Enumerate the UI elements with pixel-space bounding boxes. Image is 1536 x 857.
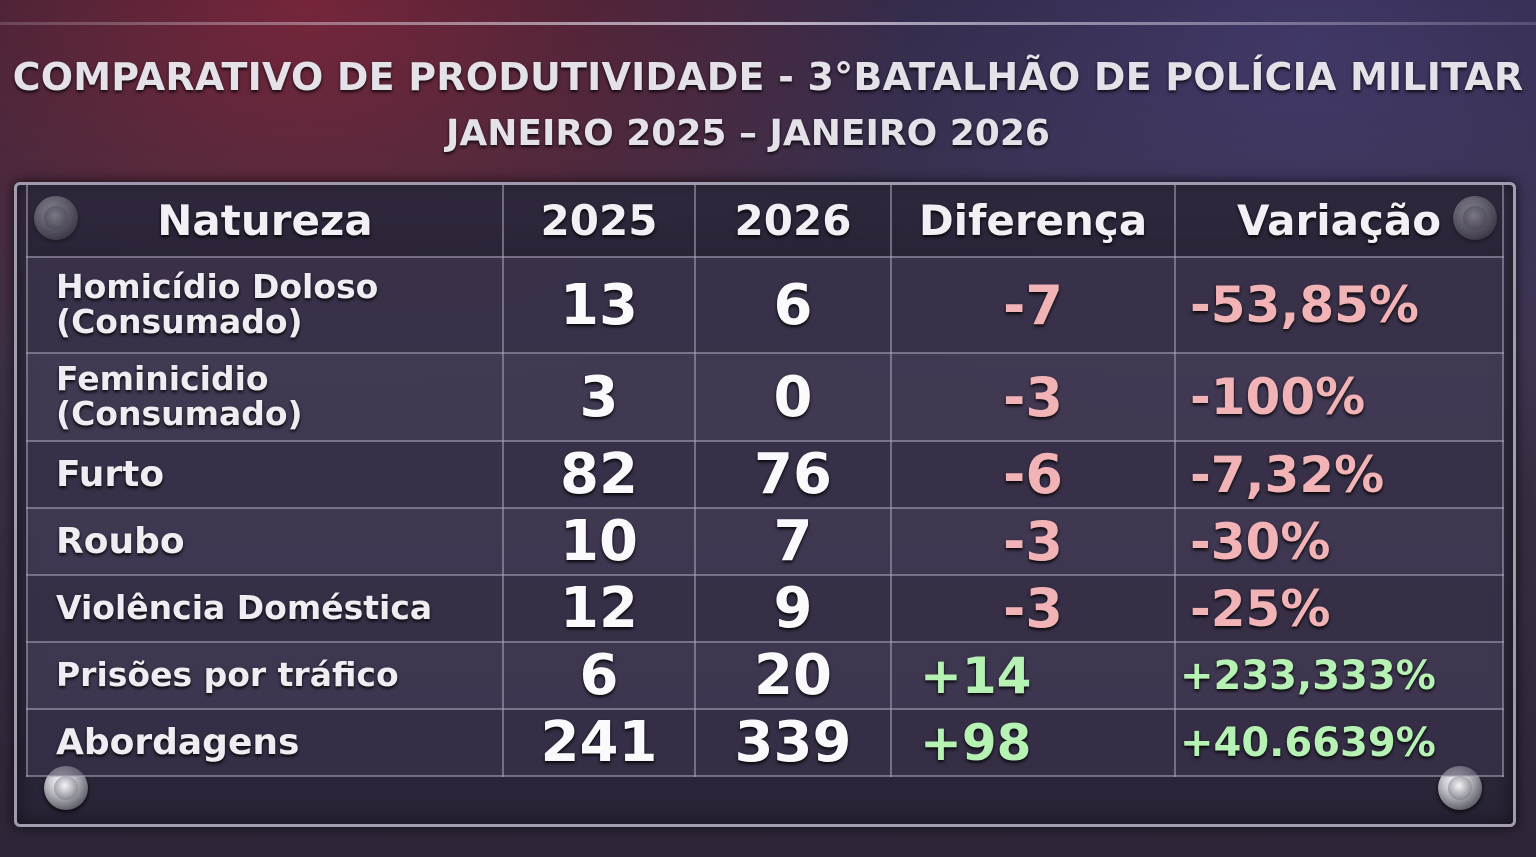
value-2025-cell: 13 xyxy=(502,256,696,354)
header-2026: 2026 xyxy=(694,185,892,258)
table-header-row: Natureza 2025 2026 Diferença Variação xyxy=(26,185,1504,258)
value-2026-cell: 0 xyxy=(694,352,892,442)
top-divider-line xyxy=(0,22,1536,25)
natureza-cell: Roubo xyxy=(26,507,504,576)
diferenca-cell: +98 xyxy=(890,708,1176,777)
page-subtitle: JANEIRO 2025 – JANEIRO 2026 xyxy=(446,113,1050,154)
diferenca-cell: -3 xyxy=(890,507,1176,576)
table-row: Feminicidio (Consumado) 3 0 -3 -100% xyxy=(26,352,1504,442)
table-row: Violência Doméstica 12 9 -3 -25% xyxy=(26,574,1504,643)
value-2026-cell: 339 xyxy=(694,708,892,777)
diferenca-cell: -6 xyxy=(890,440,1176,509)
natureza-cell: Abordagens xyxy=(26,708,504,777)
header-2025: 2025 xyxy=(502,185,696,258)
variacao-cell: +40.6639% xyxy=(1174,708,1504,777)
variacao-cell: -25% xyxy=(1174,574,1504,643)
header-diferenca: Diferença xyxy=(890,185,1176,258)
page-title: COMPARATIVO DE PRODUTIVIDADE - 3°BATALHÃ… xyxy=(12,55,1524,99)
variacao-cell: -30% xyxy=(1174,507,1504,576)
natureza-cell: Violência Doméstica xyxy=(26,574,504,643)
table-row: Abordagens 241 339 +98 +40.6639% xyxy=(26,708,1504,777)
comparison-table: Natureza 2025 2026 Diferença Variação Ho… xyxy=(26,185,1504,777)
value-2026-cell: 6 xyxy=(694,256,892,354)
value-2026-cell: 76 xyxy=(694,440,892,509)
value-2025-cell: 10 xyxy=(502,507,696,576)
table-row: Prisões por tráfico 6 20 +14 +233,333% xyxy=(26,641,1504,710)
value-2025-cell: 3 xyxy=(502,352,696,442)
header-variacao: Variação xyxy=(1174,185,1504,258)
diferenca-cell: -3 xyxy=(890,352,1176,442)
diferenca-cell: -7 xyxy=(890,256,1176,354)
value-2026-cell: 7 xyxy=(694,507,892,576)
natureza-cell: Homicídio Doloso (Consumado) xyxy=(26,256,504,354)
table-row: Furto 82 76 -6 -7,32% xyxy=(26,440,1504,509)
value-2025-cell: 82 xyxy=(502,440,696,509)
value-2025-cell: 6 xyxy=(502,641,696,710)
variacao-cell: -53,85% xyxy=(1174,256,1504,354)
diferenca-cell: -3 xyxy=(890,574,1176,643)
value-2025-cell: 12 xyxy=(502,574,696,643)
header-natureza: Natureza xyxy=(26,185,504,258)
diferenca-cell: +14 xyxy=(890,641,1176,710)
value-2026-cell: 9 xyxy=(694,574,892,643)
natureza-cell: Prisões por tráfico xyxy=(26,641,504,710)
variacao-cell: -7,32% xyxy=(1174,440,1504,509)
variacao-cell: +233,333% xyxy=(1174,641,1504,710)
value-2026-cell: 20 xyxy=(694,641,892,710)
variacao-cell: -100% xyxy=(1174,352,1504,442)
natureza-cell: Furto xyxy=(26,440,504,509)
table-row: Homicídio Doloso (Consumado) 13 6 -7 -53… xyxy=(26,256,1504,354)
table-row: Roubo 10 7 -3 -30% xyxy=(26,507,1504,576)
natureza-cell: Feminicidio (Consumado) xyxy=(26,352,504,442)
value-2025-cell: 241 xyxy=(502,708,696,777)
